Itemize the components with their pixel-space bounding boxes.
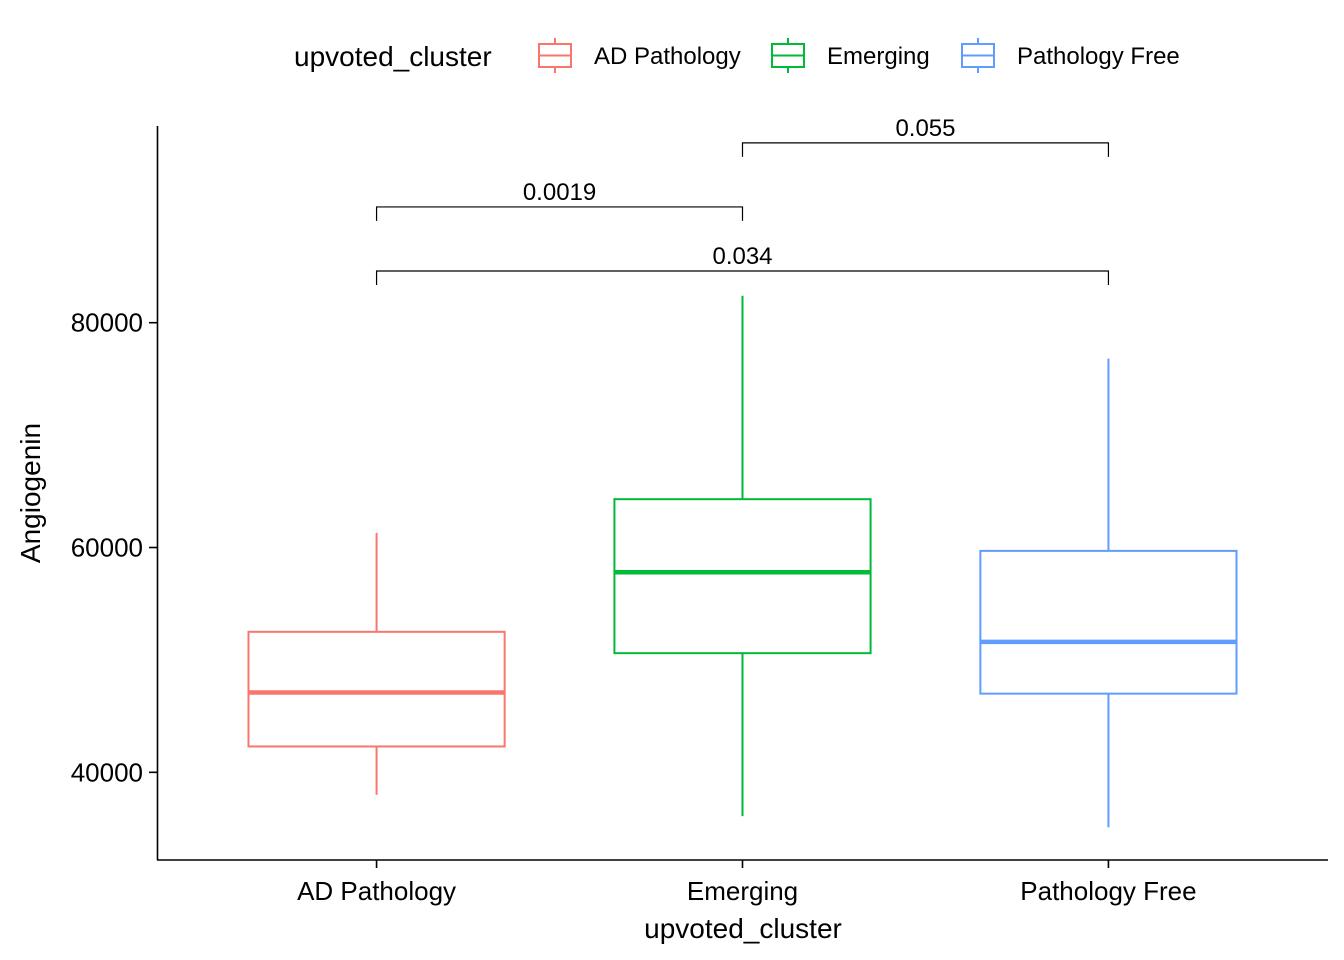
significance-brackets: 0.0019 0.055 0.034 <box>375 115 1110 286</box>
box-ad-pathology <box>247 532 506 795</box>
significance-bracket: 0.0019 <box>375 179 744 221</box>
y-tick-label: 40000 <box>71 757 143 787</box>
x-axis-ticks: AD Pathology Emerging Pathology Free <box>297 860 1197 906</box>
box-body <box>613 498 872 655</box>
p-value-label: 0.055 <box>895 115 955 142</box>
legend-label: Pathology Free <box>1017 43 1180 70</box>
y-tick-label: 60000 <box>71 533 143 563</box>
legend-entry: AD Pathology <box>538 38 741 73</box>
legend-entry: Pathology Free <box>961 38 1180 73</box>
y-axis-ticks: 40000 60000 80000 <box>71 308 157 787</box>
legend-title: upvoted_cluster <box>294 41 492 72</box>
y-axis-title: Angiogenin <box>15 423 46 563</box>
bracket-line <box>741 142 1110 157</box>
box-emerging <box>613 295 872 817</box>
legend: upvoted_cluster AD Pathology Emerging Path… <box>294 38 1180 73</box>
legend-label: Emerging <box>827 43 930 70</box>
x-axis-title: upvoted_cluster <box>644 913 842 944</box>
bracket-line <box>375 206 744 221</box>
legend-entry: Emerging <box>771 38 930 73</box>
x-tick-label: AD Pathology <box>297 876 456 906</box>
x-tick-label: Emerging <box>687 876 798 906</box>
legend-key-icon <box>961 38 995 73</box>
box-body <box>247 630 506 748</box>
legend-label: AD Pathology <box>594 43 741 70</box>
legend-key-icon <box>771 38 805 73</box>
plot-area: 0.0019 0.055 0.034 40000 60000 80000 AD Path… <box>71 115 1328 906</box>
x-tick-label: Pathology Free <box>1020 876 1196 906</box>
box-body <box>979 549 1238 695</box>
box-layer <box>247 295 1238 828</box>
y-tick-label: 80000 <box>71 308 143 338</box>
significance-bracket: 0.034 <box>375 243 1110 286</box>
box-pathology-free <box>979 358 1238 828</box>
p-value-label: 0.034 <box>712 243 772 270</box>
significance-bracket: 0.055 <box>741 115 1110 157</box>
legend-key-icon <box>538 38 572 73</box>
bracket-line <box>375 270 1110 286</box>
p-value-label: 0.0019 <box>523 179 596 206</box>
